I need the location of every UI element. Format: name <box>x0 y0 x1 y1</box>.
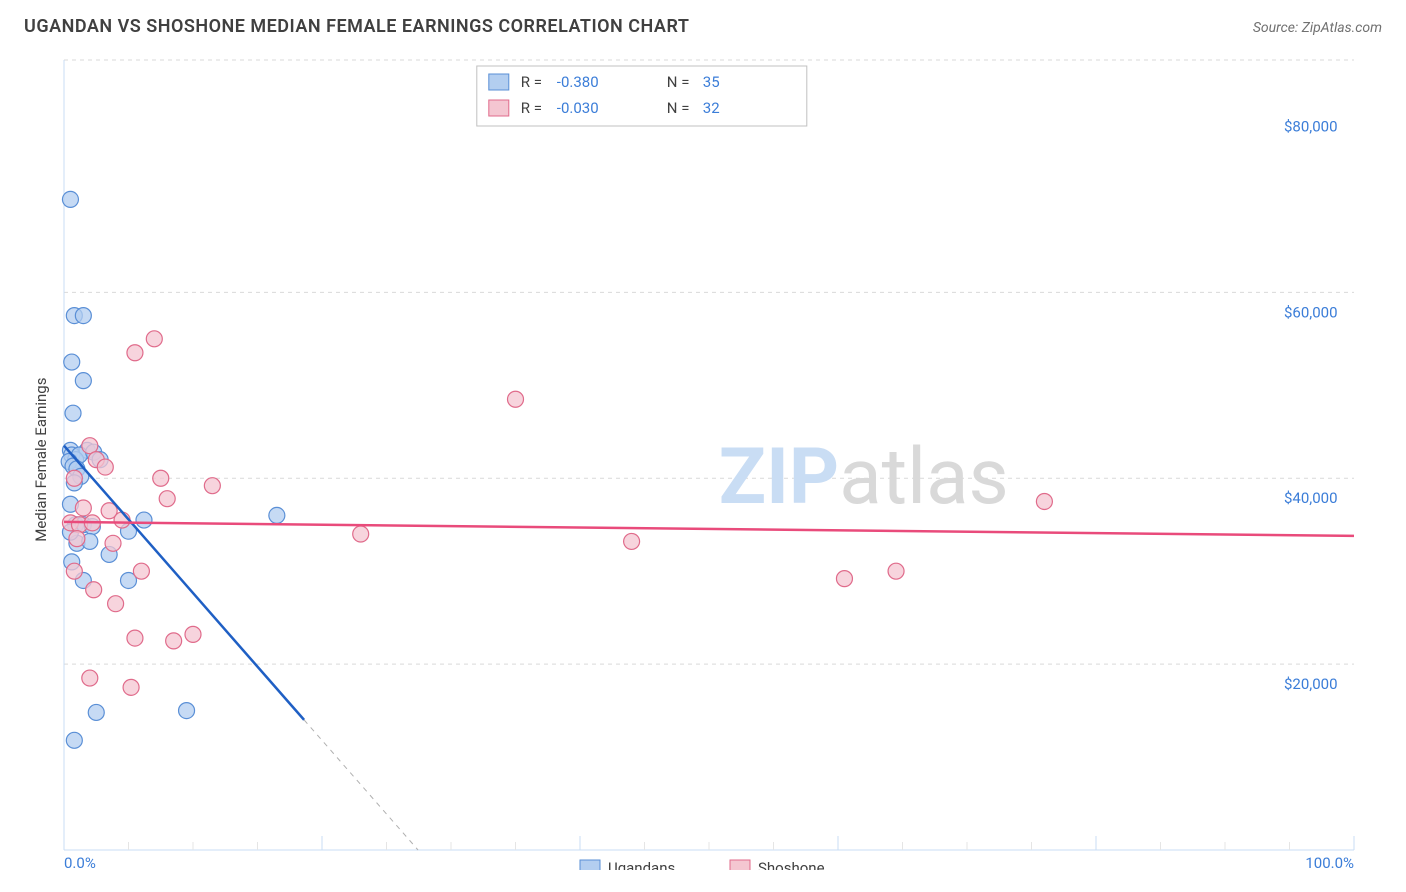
data-point <box>159 491 175 507</box>
data-point <box>66 470 82 486</box>
legend-r-label: R = <box>521 73 542 91</box>
data-point <box>65 405 81 421</box>
y-axis-label: Median Female Earnings <box>32 378 50 542</box>
data-point <box>105 535 121 551</box>
legend-n-label: N = <box>667 99 690 117</box>
watermark: ZIPatlas <box>719 432 1009 523</box>
data-point <box>836 571 852 587</box>
data-point <box>185 626 201 642</box>
data-point <box>127 345 143 361</box>
data-point <box>123 679 139 695</box>
data-point <box>64 354 80 370</box>
legend-swatch <box>489 100 509 116</box>
data-point <box>75 373 91 389</box>
trend-line <box>64 446 304 720</box>
data-point <box>66 563 82 579</box>
legend-series-label: Ugandans <box>608 859 675 870</box>
legend-swatch <box>580 860 600 870</box>
data-point <box>127 630 143 646</box>
data-point <box>269 507 285 523</box>
y-tick-label: $20,000 <box>1284 675 1338 693</box>
trend-line <box>64 522 1354 536</box>
legend-swatch <box>730 860 750 870</box>
legend-r-value: -0.380 <box>557 73 599 91</box>
legend-series-label: Shoshone <box>758 859 825 870</box>
data-point <box>179 703 195 719</box>
legend-swatch <box>489 74 509 90</box>
y-tick-label: $40,000 <box>1284 489 1338 507</box>
data-point <box>146 331 162 347</box>
data-point <box>624 533 640 549</box>
data-point <box>1036 493 1052 509</box>
data-point <box>133 563 149 579</box>
data-point <box>108 596 124 612</box>
data-point <box>166 633 182 649</box>
legend-n-label: N = <box>667 73 690 91</box>
data-point <box>888 563 904 579</box>
trend-line <box>304 720 418 850</box>
data-point <box>136 512 152 528</box>
data-point <box>508 391 524 407</box>
data-point <box>88 704 104 720</box>
legend-n-value: 35 <box>703 73 720 91</box>
data-point <box>204 478 220 494</box>
y-tick-label: $80,000 <box>1284 117 1338 135</box>
x-max-label: 100.0% <box>1305 854 1354 870</box>
chart-title: UGANDAN VS SHOSHONE MEDIAN FEMALE EARNIN… <box>24 16 689 37</box>
source-attribution: Source: ZipAtlas.com <box>1253 20 1382 36</box>
data-point <box>353 526 369 542</box>
data-point <box>97 459 113 475</box>
data-point <box>153 470 169 486</box>
data-point <box>82 670 98 686</box>
legend-r-value: -0.030 <box>557 99 599 117</box>
data-point <box>75 308 91 324</box>
data-point <box>75 500 91 516</box>
data-point <box>86 582 102 598</box>
data-point <box>69 531 85 547</box>
y-tick-label: $60,000 <box>1284 303 1338 321</box>
data-point <box>66 732 82 748</box>
scatter-chart: ZIPatlas 0.0% 100.0% $20,000 $40,000 $60,000 $… <box>24 50 1384 870</box>
legend-n-value: 32 <box>703 99 720 117</box>
x-min-label: 0.0% <box>64 854 96 870</box>
legend-r-label: R = <box>521 99 542 117</box>
chart-container: ZIPatlas 0.0% 100.0% $20,000 $40,000 $60,000 $… <box>24 50 1384 870</box>
data-point <box>62 191 78 207</box>
